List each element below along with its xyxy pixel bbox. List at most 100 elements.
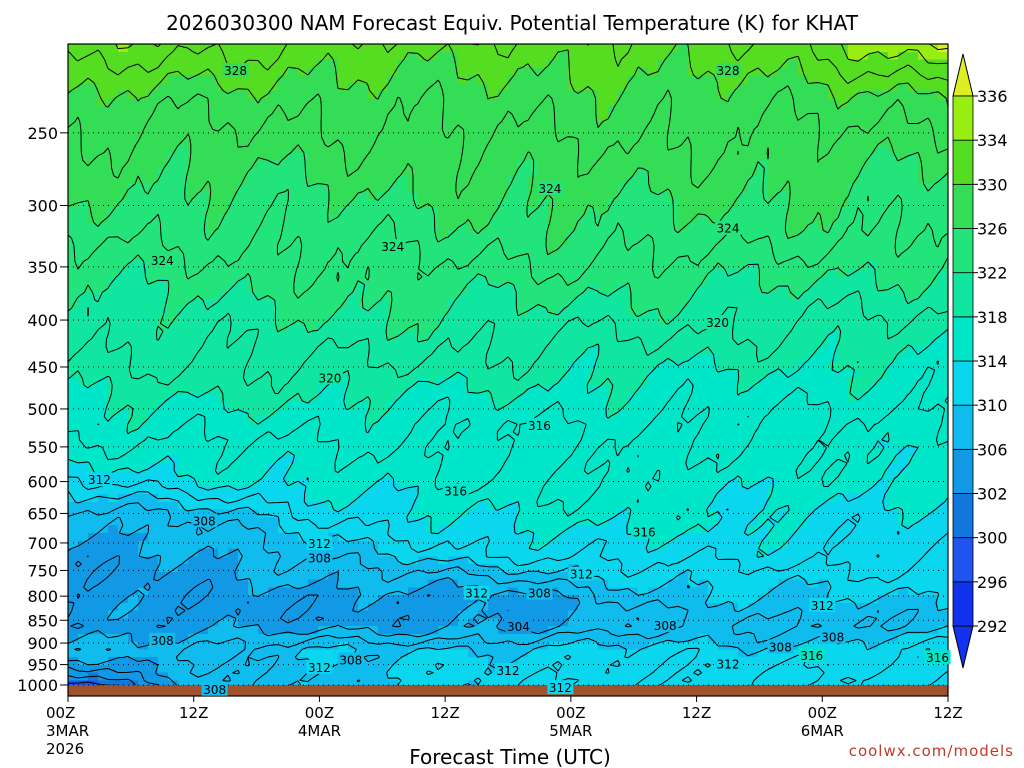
contour-label-25: 308 — [654, 619, 677, 633]
y-tick-label-600: 600 — [27, 473, 58, 492]
y-axis: 250 300 350 400 450 500 550 600 650 700 750 800 850 9… — [17, 124, 68, 695]
contour-label-bg-27 — [819, 629, 846, 644]
contour-label-bg-19 — [306, 659, 333, 674]
y-tick-label-300: 300 — [27, 196, 58, 215]
colorbar-swatch-9 — [952, 183, 974, 229]
colorbar-label-292: 292 — [977, 617, 1008, 636]
contour-304 — [67, 555, 431, 697]
y-tick-label-550: 550 — [27, 438, 58, 457]
contour-label-7: 320 — [706, 316, 729, 330]
contour-label-bg-4 — [536, 181, 563, 196]
contour-label-26: 308 — [769, 640, 792, 654]
colorbar-label-330: 330 — [977, 175, 1008, 194]
contour-label-bg-17 — [809, 597, 836, 612]
colorbar-arrow-top — [952, 53, 974, 97]
contour-label-24: 308 — [528, 587, 551, 601]
contour-label-14: 312 — [308, 537, 331, 551]
colorbar-swatch-4 — [952, 404, 974, 450]
colorbar-swatch-7 — [952, 272, 974, 318]
colorbar-label-318: 318 — [977, 308, 1008, 327]
contour-322 — [67, 254, 949, 343]
y-tick-label-800: 800 — [27, 587, 58, 606]
colorbar-swatch-8 — [952, 228, 974, 274]
contour-label-2: 324 — [151, 254, 174, 268]
contour-308 — [67, 502, 920, 697]
contour-310 — [67, 490, 949, 697]
y-tick-label-750: 750 — [27, 561, 58, 580]
x-tick-label-72-1: 6MAR — [801, 722, 844, 740]
contour-label-bg-14 — [306, 536, 333, 551]
contour-label-11: 316 — [800, 649, 823, 663]
pressure-gridlines — [68, 132, 948, 686]
contour-label-bg-11 — [798, 648, 825, 663]
colorbar-label-300: 300 — [977, 529, 1008, 548]
colorbar-label-322: 322 — [977, 264, 1008, 283]
colorbar-swatch-10 — [952, 139, 974, 185]
contour-label-17: 312 — [811, 599, 834, 613]
contour-label-12: 316 — [926, 651, 949, 665]
contour-label-bg-3 — [379, 239, 406, 254]
contour-label-bg-15 — [463, 585, 490, 600]
contour-328 — [67, 79, 949, 200]
contour-label-30: 308 — [203, 683, 226, 697]
contour-label-bg-7 — [704, 315, 731, 330]
contour-labels: 328 328 324 324 324 324 320 320 316 316 316 316 316 3… — [86, 62, 951, 697]
contour-label-9: 316 — [444, 484, 467, 498]
credit-text: coolwx.com/models — [849, 742, 1014, 760]
x-tick-label-60-0: 12Z — [682, 704, 711, 722]
contour-label-6: 320 — [318, 371, 341, 385]
contour-label-bg-25 — [652, 617, 679, 632]
contour-label-22: 308 — [193, 514, 216, 528]
colorbar-label-334: 334 — [977, 131, 1008, 150]
contour-312 — [67, 476, 949, 697]
contour-label-8: 316 — [528, 419, 551, 433]
colorbar-swatch-0 — [952, 581, 974, 627]
contour-label-bg-10 — [631, 524, 658, 539]
contour-label-bg-0 — [222, 62, 249, 77]
colorbar-swatch-3 — [952, 448, 974, 494]
colorbar-label-296: 296 — [977, 573, 1008, 592]
contour-320 — [67, 290, 949, 395]
contour-label-bg-24 — [526, 585, 553, 600]
colorbar-swatch-6 — [952, 316, 974, 362]
plot-frame — [67, 43, 949, 697]
x-axis-label: Forecast Time (UTC) — [409, 745, 611, 768]
contour-label-bg-29 — [337, 652, 364, 667]
contour-324 — [67, 188, 949, 299]
contour-label-28: 308 — [151, 634, 174, 648]
contour-label-bg-20 — [495, 662, 521, 677]
contour-label-29: 308 — [339, 653, 362, 667]
colorbar-label-336: 336 — [977, 87, 1008, 106]
contour-label-bg-28 — [149, 632, 176, 647]
contour-label-20: 312 — [497, 664, 520, 678]
colorbar-arrow-bottom — [952, 625, 974, 669]
contour-label-bg-6 — [316, 370, 343, 385]
contour-336 — [929, 43, 949, 51]
contour-label-bg-12 — [924, 650, 951, 665]
contour-label-bg-22 — [191, 513, 218, 528]
x-tick-label-84-0: 12Z — [933, 704, 962, 722]
contour-label-10: 316 — [633, 526, 656, 540]
contour-label-21: 312 — [549, 681, 572, 695]
x-tick-label-0-0: 00Z — [46, 704, 75, 722]
y-tick-label-850: 850 — [27, 611, 58, 630]
x-tick-label-12-0: 12Z — [179, 704, 208, 722]
ground-surface — [68, 685, 948, 696]
contour-label-13: 312 — [88, 473, 111, 487]
colorbar-label-306: 306 — [977, 440, 1008, 459]
contour-label-19: 312 — [308, 661, 331, 675]
x-tick-label-0-1: 3MAR — [46, 722, 89, 740]
contour-label-23: 308 — [308, 552, 331, 566]
x-tick-label-72-0: 00Z — [808, 704, 837, 722]
colorbar-label-310: 310 — [977, 396, 1008, 415]
contour-label-bg-13 — [86, 472, 113, 487]
contour-label-18: 312 — [717, 658, 740, 672]
y-tick-label-650: 650 — [27, 504, 58, 523]
x-tick-label-24-1: 4MAR — [298, 722, 341, 740]
colorbar-label-302: 302 — [977, 485, 1008, 504]
y-tick-label-1000: 1000 — [17, 676, 58, 695]
y-tick-label-900: 900 — [27, 634, 58, 653]
contour-label-27: 308 — [821, 631, 844, 645]
